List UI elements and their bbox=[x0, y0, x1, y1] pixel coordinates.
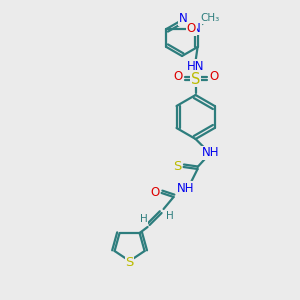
Text: S: S bbox=[173, 160, 182, 172]
Text: S: S bbox=[125, 256, 134, 269]
Text: O: O bbox=[209, 70, 218, 83]
Text: HN: HN bbox=[187, 59, 204, 73]
Text: H: H bbox=[166, 211, 173, 221]
Text: O: O bbox=[187, 22, 196, 35]
Text: CH₃: CH₃ bbox=[201, 13, 220, 23]
Text: O: O bbox=[173, 70, 182, 83]
Text: NH: NH bbox=[202, 146, 219, 160]
Text: S: S bbox=[191, 71, 200, 86]
Text: NH: NH bbox=[177, 182, 194, 194]
Text: N: N bbox=[192, 22, 201, 34]
Text: N: N bbox=[178, 13, 188, 26]
Text: H: H bbox=[140, 214, 148, 224]
Text: O: O bbox=[150, 187, 159, 200]
